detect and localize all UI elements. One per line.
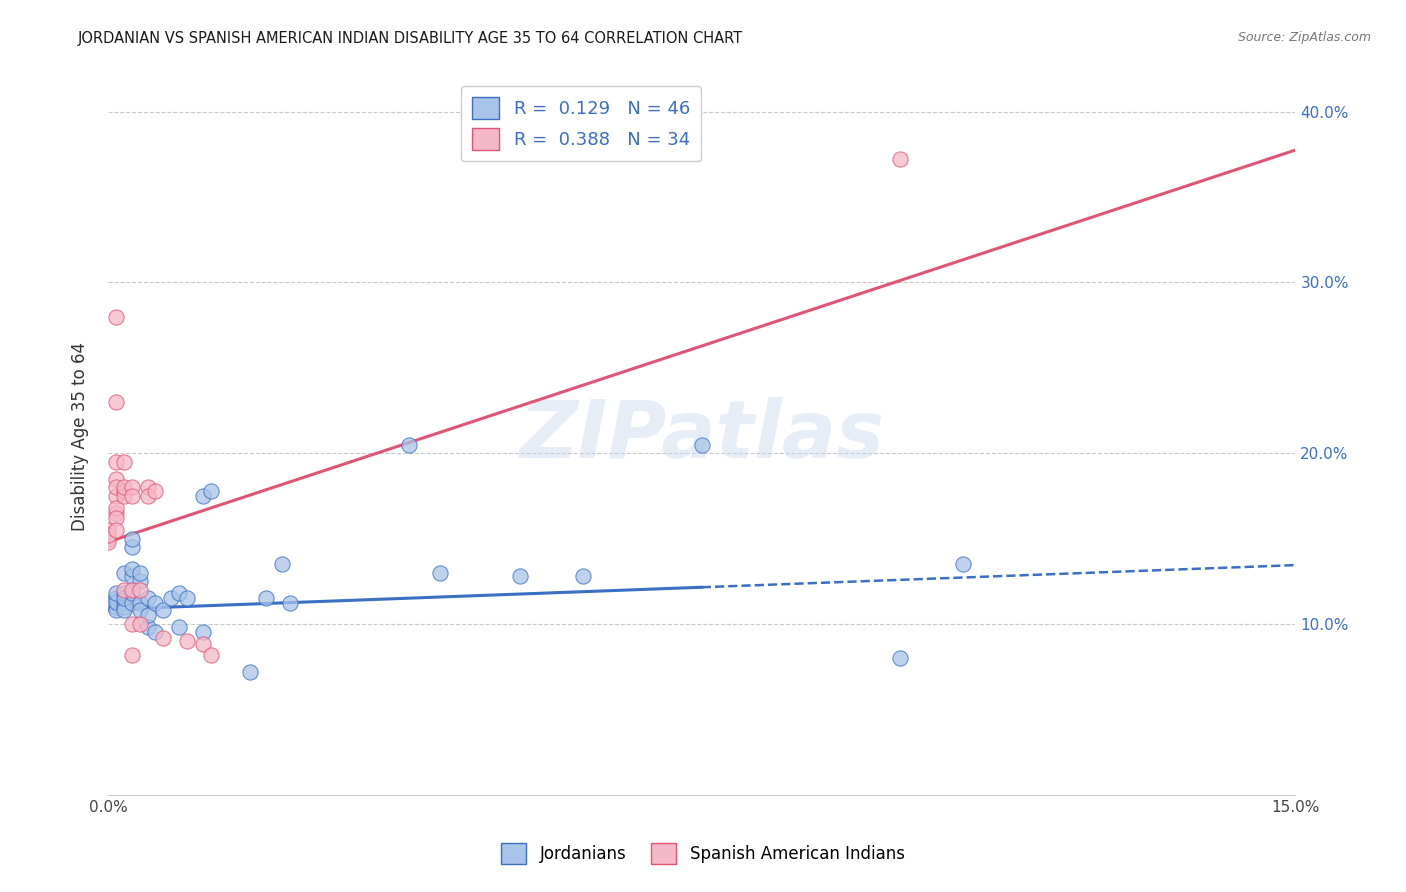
Point [200, 483, 222, 498]
Point [889, 651, 911, 665]
Point [239, 665, 262, 679]
Point [128, 603, 150, 617]
Point [121, 540, 143, 554]
Point [97, 523, 120, 537]
Legend: Jordanians, Spanish American Indians: Jordanians, Spanish American Indians [495, 837, 911, 871]
Point [104, 455, 127, 469]
Point [121, 480, 143, 494]
Point [152, 631, 174, 645]
Point [136, 608, 159, 623]
Point [572, 569, 595, 583]
Point [136, 591, 159, 606]
Point [104, 603, 127, 617]
Point [254, 591, 277, 606]
Point [429, 566, 451, 580]
Point [112, 596, 135, 610]
Point [121, 596, 143, 610]
Point [136, 480, 159, 494]
Point [136, 489, 159, 503]
Point [104, 500, 127, 515]
Point [112, 483, 135, 498]
Point [121, 582, 143, 597]
Point [104, 472, 127, 486]
Point [128, 574, 150, 589]
Point [104, 506, 127, 520]
Point [104, 480, 127, 494]
Point [889, 153, 911, 167]
Point [128, 582, 150, 597]
Point [509, 569, 531, 583]
Point [271, 557, 294, 571]
Point [160, 591, 183, 606]
Point [104, 591, 127, 606]
Point [121, 648, 143, 662]
Point [152, 603, 174, 617]
Point [104, 595, 127, 609]
Point [167, 620, 190, 634]
Point [690, 437, 713, 451]
Point [112, 582, 135, 597]
Point [121, 532, 143, 546]
Point [167, 586, 190, 600]
Point [121, 586, 143, 600]
Point [104, 395, 127, 409]
Text: Source: ZipAtlas.com: Source: ZipAtlas.com [1237, 31, 1371, 45]
Point [112, 586, 135, 600]
Point [112, 603, 135, 617]
Point [97, 535, 120, 549]
Point [104, 523, 127, 537]
Point [112, 489, 135, 503]
Point [112, 599, 135, 614]
Point [145, 483, 167, 498]
Point [191, 625, 214, 640]
Point [145, 625, 167, 640]
Y-axis label: Disability Age 35 to 64: Disability Age 35 to 64 [72, 342, 89, 531]
Point [136, 620, 159, 634]
Point [176, 591, 198, 606]
Point [128, 616, 150, 631]
Point [104, 511, 127, 525]
Point [145, 596, 167, 610]
Point [121, 562, 143, 576]
Point [398, 437, 420, 451]
Legend: R =  0.129   N = 46, R =  0.388   N = 34: R = 0.129 N = 46, R = 0.388 N = 34 [461, 87, 700, 161]
Point [112, 591, 135, 606]
Point [112, 455, 135, 469]
Point [112, 566, 135, 580]
Point [128, 596, 150, 610]
Point [191, 637, 214, 651]
Point [112, 480, 135, 494]
Point [97, 532, 120, 546]
Point [121, 569, 143, 583]
Point [104, 489, 127, 503]
Point [121, 489, 143, 503]
Point [97, 528, 120, 542]
Point [176, 634, 198, 648]
Point [104, 586, 127, 600]
Point [104, 599, 127, 614]
Point [278, 596, 301, 610]
Point [200, 648, 222, 662]
Text: ZIPatlas: ZIPatlas [519, 397, 884, 475]
Point [191, 489, 214, 503]
Point [121, 616, 143, 631]
Point [104, 310, 127, 324]
Text: JORDANIAN VS SPANISH AMERICAN INDIAN DISABILITY AGE 35 TO 64 CORRELATION CHART: JORDANIAN VS SPANISH AMERICAN INDIAN DIS… [77, 31, 742, 46]
Point [97, 596, 120, 610]
Point [128, 566, 150, 580]
Point [952, 557, 974, 571]
